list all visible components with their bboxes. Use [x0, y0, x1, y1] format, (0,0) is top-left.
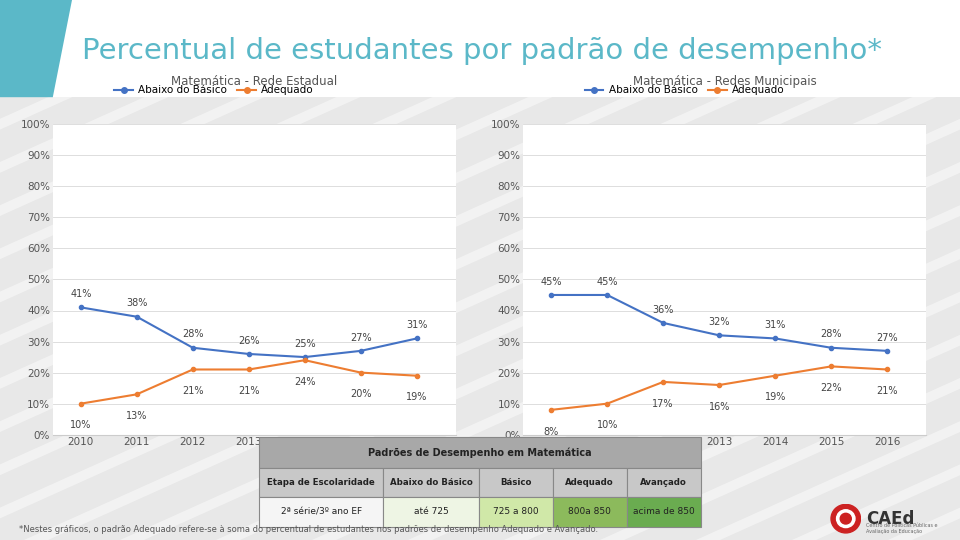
FancyBboxPatch shape [383, 497, 479, 526]
Title: Matemática - Rede Estadual: Matemática - Rede Estadual [171, 75, 338, 89]
Text: 725 a 800: 725 a 800 [493, 507, 539, 516]
Polygon shape [0, 0, 792, 540]
Polygon shape [0, 0, 216, 540]
Text: 21%: 21% [876, 386, 898, 396]
FancyBboxPatch shape [479, 497, 553, 526]
Text: até 725: até 725 [414, 507, 448, 516]
Text: Centro de Políticas Públicas e
Avaliação da Educação: Centro de Políticas Públicas e Avaliação… [866, 523, 937, 534]
Text: 25%: 25% [294, 339, 316, 349]
FancyBboxPatch shape [383, 468, 479, 497]
Text: 20%: 20% [350, 389, 372, 399]
Text: acima de 850: acima de 850 [633, 507, 695, 516]
Polygon shape [0, 0, 408, 540]
Text: 2ª série/3º ano EF: 2ª série/3º ano EF [280, 507, 362, 516]
Text: 21%: 21% [238, 386, 259, 396]
Text: 27%: 27% [350, 333, 372, 342]
FancyBboxPatch shape [259, 497, 383, 526]
Text: 21%: 21% [182, 386, 204, 396]
Text: Etapa de Escolaridade: Etapa de Escolaridade [268, 478, 375, 487]
Text: Abaixo do Básico: Abaixo do Básico [390, 478, 472, 487]
Polygon shape [672, 0, 960, 540]
Text: CAEd: CAEd [866, 510, 914, 528]
Polygon shape [384, 0, 960, 540]
Text: 16%: 16% [708, 402, 730, 411]
Title: Matemática - Redes Municipais: Matemática - Redes Municipais [633, 75, 817, 89]
Text: 38%: 38% [126, 299, 148, 308]
Polygon shape [0, 0, 24, 540]
Circle shape [840, 514, 852, 524]
Text: *Nestes gráficos, o padrão Adequado refere-se à soma do percentual de estudantes: *Nestes gráficos, o padrão Adequado refe… [19, 524, 598, 534]
Legend: Abaixo do Básico, Adequado: Abaixo do Básico, Adequado [110, 82, 318, 99]
Circle shape [831, 504, 860, 533]
FancyBboxPatch shape [627, 497, 701, 526]
Text: 27%: 27% [876, 333, 898, 342]
Text: Percentual de estudantes por padrão de desempenho*: Percentual de estudantes por padrão de d… [82, 37, 881, 65]
Circle shape [836, 510, 855, 528]
Text: 31%: 31% [764, 320, 786, 330]
Text: 19%: 19% [764, 393, 786, 402]
Text: 800a 850: 800a 850 [568, 507, 612, 516]
FancyBboxPatch shape [627, 468, 701, 497]
Polygon shape [768, 0, 960, 540]
Text: 45%: 45% [540, 276, 562, 287]
Text: Básico: Básico [500, 478, 532, 487]
Text: 45%: 45% [596, 276, 618, 287]
Text: Padrões de Desempenho em Matemática: Padrões de Desempenho em Matemática [369, 447, 591, 458]
Polygon shape [288, 0, 960, 540]
Polygon shape [0, 0, 312, 540]
FancyBboxPatch shape [553, 497, 627, 526]
FancyBboxPatch shape [553, 468, 627, 497]
Text: Avançado: Avançado [640, 478, 687, 487]
Text: 19%: 19% [406, 393, 427, 402]
FancyBboxPatch shape [259, 437, 701, 468]
Polygon shape [0, 0, 888, 540]
FancyBboxPatch shape [479, 468, 553, 497]
Polygon shape [0, 0, 600, 540]
Text: 36%: 36% [653, 305, 674, 315]
Polygon shape [96, 0, 960, 540]
Polygon shape [864, 0, 960, 540]
Text: 28%: 28% [821, 329, 842, 340]
Polygon shape [0, 0, 696, 540]
Polygon shape [0, 0, 504, 540]
Text: 28%: 28% [182, 329, 204, 340]
Text: 26%: 26% [238, 336, 259, 346]
Text: 17%: 17% [653, 399, 674, 409]
Text: 13%: 13% [126, 411, 148, 421]
Legend: Abaixo do Básico, Adequado: Abaixo do Básico, Adequado [581, 82, 788, 99]
Text: 24%: 24% [294, 377, 316, 387]
FancyBboxPatch shape [259, 468, 383, 497]
Polygon shape [0, 0, 72, 97]
Polygon shape [0, 0, 120, 540]
Text: Adequado: Adequado [565, 478, 614, 487]
Text: 22%: 22% [821, 383, 842, 393]
Text: 31%: 31% [406, 320, 427, 330]
Polygon shape [480, 0, 960, 540]
Text: 10%: 10% [70, 420, 91, 430]
Text: 10%: 10% [596, 420, 618, 430]
Text: 41%: 41% [70, 289, 91, 299]
FancyBboxPatch shape [0, 0, 960, 97]
Polygon shape [576, 0, 960, 540]
Text: 32%: 32% [708, 317, 730, 327]
Polygon shape [192, 0, 960, 540]
Text: 8%: 8% [543, 427, 559, 436]
